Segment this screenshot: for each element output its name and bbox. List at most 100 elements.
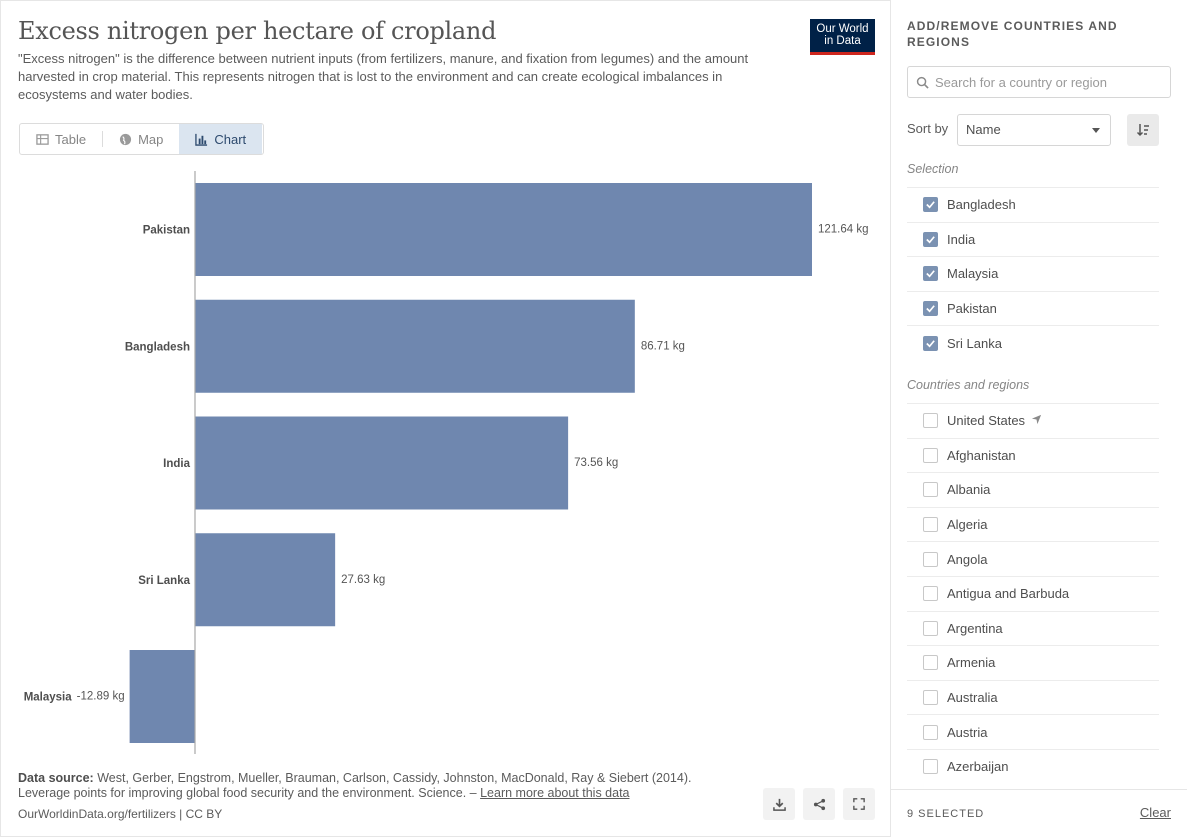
countries-heading: Countries and regions <box>907 378 1030 392</box>
selected-row[interactable]: Bangladesh <box>907 187 1159 222</box>
country-row[interactable]: Albania <box>907 472 1159 507</box>
download-button[interactable] <box>763 788 795 820</box>
countries-list: United States Afghanistan Albania Algeria An… <box>907 403 1159 784</box>
country-label: Angola <box>947 551 988 567</box>
checkbox[interactable] <box>923 655 938 671</box>
country-row[interactable]: Afghanistan <box>907 437 1159 473</box>
check-icon <box>926 201 935 209</box>
chevron-down-icon <box>1092 128 1100 133</box>
bar <box>195 533 336 627</box>
checkbox[interactable] <box>923 447 938 463</box>
selected-row[interactable]: Sri Lanka <box>907 325 1159 360</box>
sort-order-button[interactable] <box>1127 114 1159 146</box>
bar <box>129 650 195 743</box>
sort-dropdown[interactable]: Name <box>957 114 1111 146</box>
share-icon <box>813 798 825 810</box>
category-label: India <box>163 458 190 470</box>
selected-list: Bangladesh India Malaysia Pakistan Sri Lanka <box>907 187 1159 360</box>
chart-panel: Excess nitrogen per hectare of cropland … <box>0 0 890 837</box>
sort-order-icon <box>1136 124 1149 137</box>
tab-map[interactable]: Map <box>103 124 179 154</box>
checkbox[interactable] <box>923 759 938 775</box>
download-icon <box>772 798 786 811</box>
search-icon <box>916 76 929 89</box>
country-label: Albania <box>947 482 991 498</box>
country-label: United States <box>947 413 1026 429</box>
tab-table[interactable]: Table <box>20 124 102 154</box>
selected-row[interactable]: India <box>907 221 1159 257</box>
sidebar-footer: 9 SELECTED Clear <box>891 789 1187 837</box>
data-label: -12.89 kg <box>77 691 125 703</box>
selected-row[interactable]: Malaysia <box>907 256 1159 291</box>
country-label: Sri Lanka <box>947 335 1002 351</box>
chart-icon <box>195 133 208 146</box>
bar-chart: 121.64 kg Pakistan 86.71 kg Bangladesh 73.56… <box>24 171 869 754</box>
entity-selector-panel: ADD/REMOVE COUNTRIES AND REGIONS Sort by… <box>890 0 1187 837</box>
owid-logo[interactable]: Our World in Data <box>810 19 875 55</box>
checkbox[interactable] <box>923 586 938 602</box>
tab-chart[interactable]: Chart <box>179 124 263 154</box>
country-row[interactable]: Austria <box>907 714 1159 749</box>
tab-table-label: Table <box>55 131 87 147</box>
check-icon <box>926 305 935 313</box>
checkbox[interactable] <box>923 231 938 247</box>
data-label: 121.64 kg <box>818 224 869 236</box>
tab-chart-label: Chart <box>214 131 247 147</box>
checkbox[interactable] <box>923 724 938 740</box>
country-label: India <box>947 231 976 247</box>
learn-more-link[interactable]: Learn more about this data <box>480 786 630 800</box>
selected-row[interactable]: Pakistan <box>907 290 1159 326</box>
expand-icon <box>853 798 865 810</box>
checkbox[interactable] <box>923 266 938 282</box>
search-input[interactable] <box>935 74 1155 90</box>
search-field[interactable] <box>907 66 1171 98</box>
checkbox[interactable] <box>923 335 938 351</box>
clear-button[interactable]: Clear <box>1139 805 1171 820</box>
checkbox[interactable] <box>923 551 938 567</box>
country-label: Argentina <box>947 620 1003 636</box>
country-row[interactable]: Armenia <box>907 645 1159 680</box>
fullscreen-button[interactable] <box>843 788 875 820</box>
globe-icon <box>120 133 132 145</box>
checkbox[interactable] <box>923 301 938 317</box>
bar <box>195 299 635 393</box>
country-label: Bangladesh <box>947 197 1016 213</box>
country-row[interactable]: Azerbaijan <box>907 748 1159 784</box>
country-label: Austria <box>947 724 988 740</box>
location-arrow-icon <box>1031 413 1042 428</box>
country-label: Pakistan <box>947 301 997 317</box>
bar <box>195 183 812 276</box>
footer-url[interactable]: OurWorldinData.org/fertilizers | CC BY <box>18 807 223 821</box>
category-label: Pakistan <box>143 225 190 237</box>
checkbox[interactable] <box>923 413 938 429</box>
country-row[interactable]: Angola <box>907 541 1159 576</box>
checkbox[interactable] <box>923 517 938 533</box>
source-text: West, Gerber, Engstrom, Mueller, Brauman… <box>18 771 692 800</box>
country-label: Malaysia <box>947 266 999 282</box>
country-row[interactable]: Antigua and Barbuda <box>907 575 1159 611</box>
tab-divider <box>102 131 104 147</box>
selected-count: 9 SELECTED <box>907 808 985 820</box>
country-row[interactable]: Australia <box>907 679 1159 715</box>
data-source: Data source: West, Gerber, Engstrom, Mue… <box>18 771 738 801</box>
country-row[interactable]: Argentina <box>907 610 1159 646</box>
chart-title: Excess nitrogen per hectare of cropland <box>18 17 497 45</box>
chart-subtitle: "Excess nitrogen" is the difference betw… <box>18 51 749 102</box>
checkbox[interactable] <box>923 620 938 636</box>
checkbox[interactable] <box>923 197 938 213</box>
check-icon <box>926 339 935 348</box>
country-row[interactable]: Algeria <box>907 506 1159 542</box>
checkbox[interactable] <box>923 690 938 706</box>
data-label: 86.71 kg <box>641 340 685 352</box>
selection-heading: Selection <box>907 162 959 176</box>
sidebar-title: ADD/REMOVE COUNTRIES AND REGIONS <box>907 19 1118 49</box>
logo-line-2: in Data <box>824 35 861 47</box>
bar <box>195 416 569 510</box>
check-icon <box>926 236 935 244</box>
country-label: Azerbaijan <box>947 759 1009 775</box>
checkbox[interactable] <box>923 482 938 498</box>
share-button[interactable] <box>803 788 835 820</box>
country-row[interactable]: United States <box>907 403 1159 438</box>
table-icon <box>36 133 49 145</box>
logo-line-1: Our World <box>816 23 869 35</box>
